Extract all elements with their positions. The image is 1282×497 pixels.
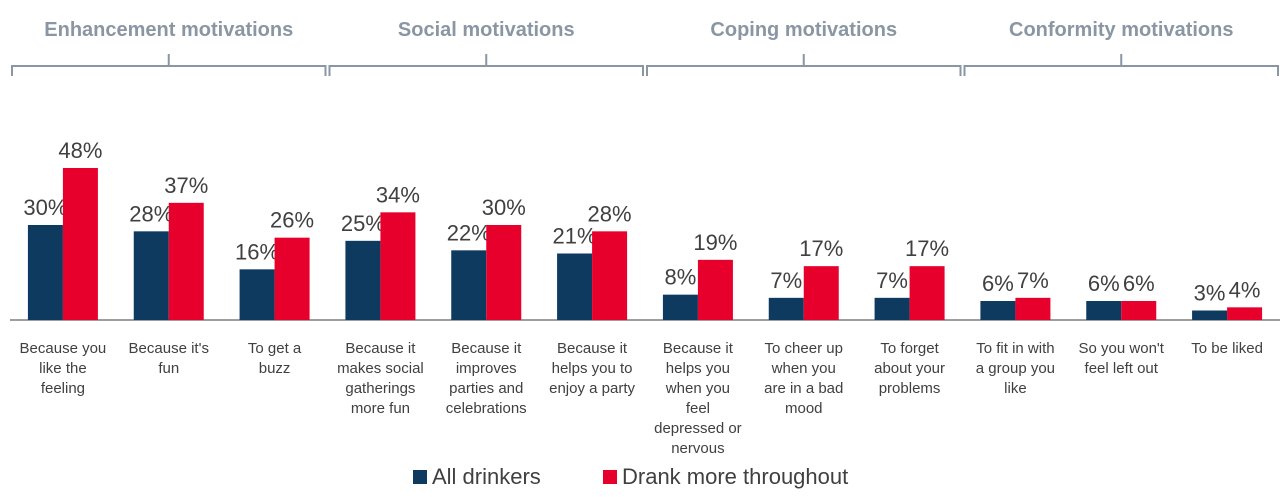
category-label-4-3: celebrations xyxy=(446,400,527,417)
value-label-0-5: 21% xyxy=(553,224,597,249)
bar-drank-more-0 xyxy=(62,168,98,320)
legend-label-1: Drank more throughout xyxy=(622,464,848,489)
bar-drank-more-1 xyxy=(168,202,204,320)
category-label-5-0: Because it xyxy=(557,340,628,357)
category-label-3-2: gatherings xyxy=(345,380,415,397)
group-title-2: Coping motivations xyxy=(710,19,897,41)
bar-all-drinkers-0 xyxy=(27,225,63,320)
value-label-1-3: 34% xyxy=(376,182,420,207)
category-label-8-1: about your xyxy=(874,360,945,377)
bar-all-drinkers-5 xyxy=(557,253,593,320)
bar-all-drinkers-9 xyxy=(980,301,1016,320)
bar-all-drinkers-10 xyxy=(1086,301,1122,320)
value-label-1-1: 37% xyxy=(164,173,208,198)
group-bracket-1 xyxy=(328,54,644,76)
category-label-4-0: Because it xyxy=(451,340,522,357)
value-label-1-9: 7% xyxy=(1017,268,1049,293)
bar-all-drinkers-4 xyxy=(451,250,487,320)
bar-drank-more-6 xyxy=(697,259,733,320)
category-label-0-2: feeling xyxy=(41,380,85,397)
value-label-0-7: 7% xyxy=(770,268,802,293)
value-label-1-0: 48% xyxy=(58,138,102,163)
category-label-6-3: feel xyxy=(686,400,710,417)
value-label-1-2: 26% xyxy=(270,208,314,233)
category-label-3-1: makes social xyxy=(337,360,424,377)
bar-drank-more-8 xyxy=(909,266,945,320)
category-label-2-1: buzz xyxy=(259,360,291,377)
bar-drank-more-4 xyxy=(486,225,522,320)
category-label-4-1: improves xyxy=(456,360,517,377)
value-label-1-6: 19% xyxy=(693,230,737,255)
group-title-0: Enhancement motivations xyxy=(44,19,293,41)
bar-all-drinkers-6 xyxy=(662,294,698,320)
category-label-5-2: enjoy a party xyxy=(549,380,635,397)
category-label-6-4: depressed or xyxy=(654,420,742,437)
value-label-1-10: 6% xyxy=(1123,271,1155,296)
group-bracket-3 xyxy=(963,54,1279,76)
category-label-4-2: parties and xyxy=(449,380,523,397)
category-label-1-1: fun xyxy=(158,360,179,377)
bar-drank-more-3 xyxy=(380,212,416,320)
value-label-1-7: 17% xyxy=(799,236,843,261)
group-bracket-2 xyxy=(646,54,962,76)
bar-all-drinkers-8 xyxy=(874,297,910,320)
bar-all-drinkers-7 xyxy=(768,297,804,320)
value-label-0-4: 22% xyxy=(447,220,491,245)
value-label-0-1: 28% xyxy=(129,201,173,226)
category-label-7-0: To cheer up xyxy=(765,340,843,357)
bar-all-drinkers-3 xyxy=(345,240,381,320)
group-title-1: Social motivations xyxy=(398,19,575,41)
category-label-0-1: like the xyxy=(39,360,87,377)
category-label-10-0: So you won't xyxy=(1079,340,1165,357)
category-label-10-1: feel left out xyxy=(1085,360,1159,377)
category-label-8-0: To forget xyxy=(880,340,939,357)
bar-drank-more-2 xyxy=(274,237,310,320)
category-label-2-0: To get a xyxy=(248,340,302,357)
legend-label-0: All drinkers xyxy=(432,464,541,489)
value-label-0-11: 3% xyxy=(1194,281,1226,306)
group-title-3: Conformity motivations xyxy=(1009,19,1233,41)
legend-swatch-1 xyxy=(603,470,617,484)
category-label-6-2: when you xyxy=(665,380,730,397)
bar-drank-more-11 xyxy=(1227,307,1263,320)
bar-drank-more-9 xyxy=(1015,297,1051,320)
category-label-3-3: more fun xyxy=(351,400,410,417)
bar-drank-more-5 xyxy=(592,231,628,320)
category-label-8-2: problems xyxy=(879,380,941,397)
category-label-9-2: like xyxy=(1004,380,1027,397)
category-label-9-0: To fit in with xyxy=(976,340,1054,357)
category-label-7-1: when you xyxy=(771,360,836,377)
category-label-7-2: are in a bad xyxy=(764,380,843,397)
value-label-0-2: 16% xyxy=(235,239,279,264)
category-label-1-0: Because it's xyxy=(129,340,209,357)
bar-all-drinkers-1 xyxy=(133,231,169,320)
category-label-9-1: a group you xyxy=(976,360,1055,377)
value-label-0-8: 7% xyxy=(876,268,908,293)
category-label-6-1: helps you xyxy=(666,360,730,377)
value-label-0-10: 6% xyxy=(1088,271,1120,296)
bar-drank-more-7 xyxy=(803,266,839,320)
category-label-6-5: nervous xyxy=(671,440,724,457)
value-label-1-8: 17% xyxy=(905,236,949,261)
category-label-11-0: To be liked xyxy=(1191,340,1263,357)
value-label-1-11: 4% xyxy=(1229,277,1261,302)
group-bracket-0 xyxy=(11,54,327,76)
category-label-0-0: Because you xyxy=(20,340,107,357)
legend-swatch-0 xyxy=(413,470,427,484)
bar-drank-more-10 xyxy=(1121,301,1157,320)
value-label-1-5: 28% xyxy=(588,201,632,226)
value-label-0-9: 6% xyxy=(982,271,1014,296)
value-label-0-6: 8% xyxy=(665,265,697,290)
bar-all-drinkers-2 xyxy=(239,269,275,320)
value-label-0-3: 25% xyxy=(341,211,385,236)
value-label-0-0: 30% xyxy=(23,195,67,220)
category-label-6-0: Because it xyxy=(663,340,734,357)
category-label-7-3: mood xyxy=(785,400,823,417)
value-label-1-4: 30% xyxy=(482,195,526,220)
category-label-3-0: Because it xyxy=(345,340,416,357)
category-label-5-1: helps you to xyxy=(552,360,633,377)
bar-all-drinkers-11 xyxy=(1192,310,1228,320)
